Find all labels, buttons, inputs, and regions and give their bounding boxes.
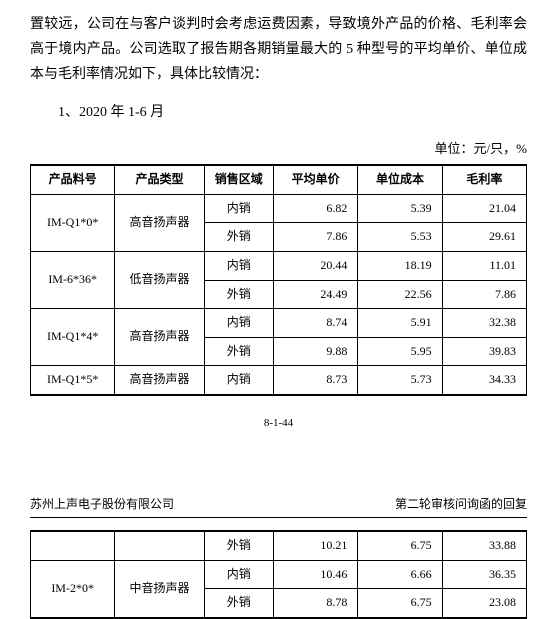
- cell-type: 高音扬声器: [115, 309, 204, 366]
- subsection-label: 1、2020 年 1-6 月: [30, 100, 527, 125]
- cell-region: 外销: [204, 589, 273, 618]
- cell-margin: 32.38: [442, 309, 526, 338]
- cell-cost: 6.66: [358, 560, 442, 589]
- cell-avg: 10.21: [274, 531, 358, 560]
- cell-margin: 33.88: [442, 531, 526, 560]
- cell-type: 中音扬声器: [115, 560, 204, 618]
- cell-cost: 5.73: [358, 366, 442, 395]
- table-row: IM-Q1*0*高音扬声器内销6.825.3921.04: [31, 194, 527, 223]
- cell-region: 外销: [204, 280, 273, 309]
- cell-margin: 39.83: [442, 337, 526, 366]
- cell-code: IM-6*36*: [31, 251, 115, 308]
- cell-avg: 10.46: [274, 560, 358, 589]
- th-code: 产品料号: [31, 165, 115, 194]
- th-type: 产品类型: [115, 165, 204, 194]
- cell-type: [115, 531, 204, 560]
- cell-region: 内销: [204, 366, 273, 395]
- page-footer: 苏州上声电子股份有限公司 第二轮审核问询函的回复: [30, 494, 527, 519]
- th-margin: 毛利率: [442, 165, 526, 194]
- main-table: 产品料号 产品类型 销售区域 平均单价 单位成本 毛利率 IM-Q1*0*高音扬…: [30, 164, 527, 396]
- table-row: IM-2*0*中音扬声器内销10.466.6636.35: [31, 560, 527, 589]
- cell-code: IM-Q1*4*: [31, 309, 115, 366]
- cell-cost: 5.95: [358, 337, 442, 366]
- cell-margin: 29.61: [442, 223, 526, 252]
- intro-paragraph: 置较远，公司在与客户谈判时会考虑运费因素，导致境外产品的价格、毛利率会高于境内产…: [30, 12, 527, 88]
- cell-margin: 21.04: [442, 194, 526, 223]
- cell-margin: 23.08: [442, 589, 526, 618]
- cell-code: IM-Q1*0*: [31, 194, 115, 251]
- cell-cost: 5.39: [358, 194, 442, 223]
- cell-avg: 8.73: [274, 366, 358, 395]
- page-number: 8-1-44: [30, 414, 527, 434]
- cell-avg: 8.78: [274, 589, 358, 618]
- cell-cost: 22.56: [358, 280, 442, 309]
- th-region: 销售区域: [204, 165, 273, 194]
- cell-cost: 6.75: [358, 589, 442, 618]
- cell-margin: 34.33: [442, 366, 526, 395]
- cell-avg: 20.44: [274, 251, 358, 280]
- cell-cost: 5.53: [358, 223, 442, 252]
- cell-margin: 11.01: [442, 251, 526, 280]
- cell-region: 内销: [204, 560, 273, 589]
- table-row: IM-6*36*低音扬声器内销20.4418.1911.01: [31, 251, 527, 280]
- cell-avg: 7.86: [274, 223, 358, 252]
- cell-margin: 36.35: [442, 560, 526, 589]
- cell-avg: 8.74: [274, 309, 358, 338]
- cell-cost: 5.91: [358, 309, 442, 338]
- cell-region: 外销: [204, 531, 273, 560]
- th-cost: 单位成本: [358, 165, 442, 194]
- continuation-table: 外销10.216.7533.88IM-2*0*中音扬声器内销10.466.663…: [30, 530, 527, 619]
- cell-cost: 6.75: [358, 531, 442, 560]
- cell-type: 高音扬声器: [115, 366, 204, 395]
- cell-region: 内销: [204, 194, 273, 223]
- footer-left: 苏州上声电子股份有限公司: [30, 494, 174, 516]
- th-avg: 平均单价: [274, 165, 358, 194]
- cell-code: IM-2*0*: [31, 560, 115, 618]
- cell-region: 外销: [204, 223, 273, 252]
- table-row: IM-Q1*4*高音扬声器内销8.745.9132.38: [31, 309, 527, 338]
- table-header-row: 产品料号 产品类型 销售区域 平均单价 单位成本 毛利率: [31, 165, 527, 194]
- cell-avg: 6.82: [274, 194, 358, 223]
- table-row: IM-Q1*5*高音扬声器内销8.735.7334.33: [31, 366, 527, 395]
- unit-label: 单位：元/只，%: [30, 137, 527, 160]
- cell-avg: 9.88: [274, 337, 358, 366]
- cell-region: 内销: [204, 309, 273, 338]
- cell-region: 内销: [204, 251, 273, 280]
- table-row: 外销10.216.7533.88: [31, 531, 527, 560]
- cell-type: 低音扬声器: [115, 251, 204, 308]
- cell-cost: 18.19: [358, 251, 442, 280]
- footer-right: 第二轮审核问询函的回复: [395, 494, 527, 516]
- cell-margin: 7.86: [442, 280, 526, 309]
- cell-type: 高音扬声器: [115, 194, 204, 251]
- cell-avg: 24.49: [274, 280, 358, 309]
- cell-code: [31, 531, 115, 560]
- cell-code: IM-Q1*5*: [31, 366, 115, 395]
- cell-region: 外销: [204, 337, 273, 366]
